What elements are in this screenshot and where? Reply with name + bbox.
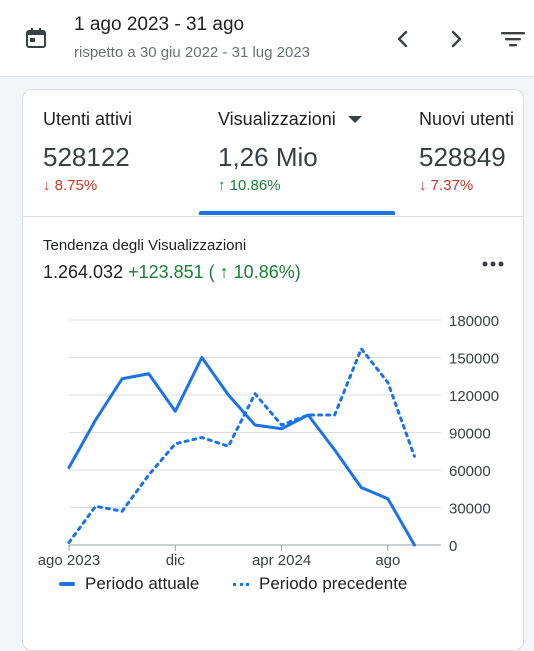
y-tick-label: 150000 — [449, 351, 499, 368]
legend-item-previous[interactable]: Periodo precedente — [233, 574, 407, 594]
metric-change: ↓ 8.75% — [43, 177, 98, 194]
metric-tabs: Utenti attivi 528122 ↓ 8.75% Visualizzaz… — [23, 90, 523, 217]
chevron-right-icon — [451, 30, 462, 48]
y-tick-label: 120000 — [449, 388, 499, 405]
trend-title: Tendenza degli Visualizzazioni — [43, 237, 247, 254]
metric-change: ↓ 7.37% — [419, 177, 474, 194]
selected-tab-indicator — [199, 211, 395, 215]
metric-label: Utenti attivi — [43, 109, 133, 129]
metric-value: 528122 — [43, 142, 130, 172]
more-options-button[interactable] — [478, 252, 508, 276]
legend-label: Periodo precedente — [259, 574, 408, 593]
tab-utenti-attivi[interactable]: Utenti attivi 528122 ↓ 8.75% — [43, 90, 193, 216]
series-line-previous — [67, 347, 416, 544]
y-tick-label: 60000 — [449, 463, 491, 480]
chevron-left-icon — [397, 30, 408, 48]
y-tick-label: 180000 — [449, 313, 499, 330]
y-tick-label: 30000 — [449, 501, 491, 518]
y-tick-label: 90000 — [449, 426, 491, 443]
trend-summary: 1.264.032 +123.851 ( ↑ 10.86%) — [43, 262, 301, 283]
series-line-current — [67, 356, 416, 547]
x-tick-label: ago — [375, 552, 400, 569]
metric-value: 1,26 Mio — [218, 142, 318, 172]
calendar-icon[interactable] — [25, 27, 47, 49]
filter-icon — [501, 32, 525, 47]
trend-total: 1.264.032 — [43, 262, 124, 282]
comparison-range: rispetto a 30 giu 2022 - 31 lug 2023 — [74, 44, 311, 61]
trend-delta: +123.851 ( ↑ 10.86%) — [128, 262, 301, 282]
tab-visualizzazioni[interactable]: Visualizzazioni 1,26 Mio ↑ 10.86% — [218, 90, 398, 216]
metric-change: ↑ 10.86% — [218, 177, 281, 194]
metric-value: 528849 — [419, 142, 506, 172]
legend-dotted-swatch — [233, 582, 249, 586]
x-tick-label: dic — [166, 552, 186, 569]
dropdown-arrow-icon[interactable] — [347, 115, 362, 124]
x-tick-label: apr 2024 — [252, 552, 311, 569]
date-range[interactable]: 1 ago 2023 - 31 ago — [74, 14, 245, 35]
x-tick-label: ago 2023 — [38, 552, 101, 569]
filter-button[interactable] — [498, 24, 528, 54]
tab-nuovi-utenti[interactable]: Nuovi utenti 528849 ↓ 7.37% — [419, 90, 523, 216]
app-header: 1 ago 2023 - 31 ago rispetto a 30 giu 20… — [0, 0, 534, 77]
metric-label: Visualizzazioni — [218, 109, 336, 129]
previous-period-button[interactable] — [388, 24, 418, 54]
metric-label: Nuovi utenti — [419, 109, 515, 129]
y-tick-label: 0 — [449, 538, 457, 555]
trend-line-chart: 0 30000 60000 90000 120000 150000 180000 ago 20… — [38, 313, 499, 569]
legend-item-current[interactable]: Periodo attuale — [59, 574, 199, 594]
metrics-card: Utenti attivi 528122 ↓ 8.75% Visualizzaz… — [22, 89, 524, 651]
next-period-button[interactable] — [441, 24, 471, 54]
legend-label: Periodo attuale — [85, 574, 200, 593]
more-horiz-icon — [482, 261, 504, 267]
legend-solid-swatch — [59, 582, 75, 586]
